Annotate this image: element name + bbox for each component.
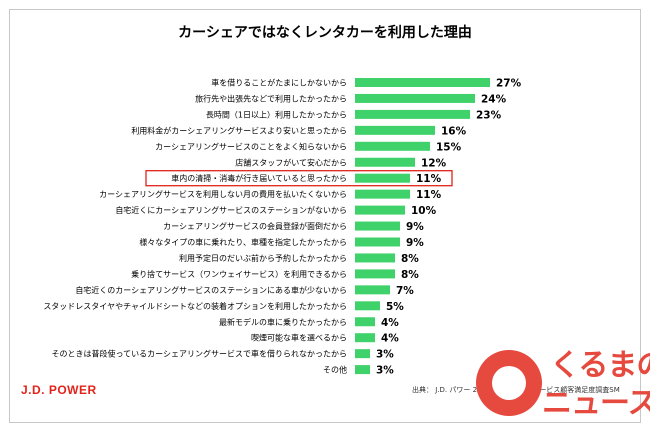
bar bbox=[355, 141, 430, 151]
bar bbox=[355, 109, 470, 119]
value-label: 23% bbox=[476, 109, 502, 121]
category-label: 様々なタイプの車に乗れたり、車種を指定したかったから bbox=[139, 237, 347, 247]
value-label: 8% bbox=[401, 269, 419, 281]
bar bbox=[355, 333, 375, 343]
category-label: 自宅近くのカーシェアリングサービスのステーションにある車が少ないから bbox=[75, 285, 347, 295]
category-label: 利用予定日のだいぶ前から予約したかったから bbox=[179, 253, 347, 263]
value-label: 8% bbox=[401, 253, 419, 265]
category-label: 旅行先や出張先などで利用したかったから bbox=[195, 93, 347, 103]
value-label: 12% bbox=[421, 157, 447, 169]
logo-ring-icon bbox=[476, 350, 542, 416]
value-label: 5% bbox=[386, 301, 404, 313]
bar bbox=[355, 221, 400, 231]
jd-power-logo: J.D. POWER bbox=[21, 383, 97, 397]
chart-title: カーシェアではなくレンタカーを利用した理由 bbox=[178, 25, 472, 41]
value-label: 4% bbox=[381, 317, 399, 329]
bar bbox=[355, 125, 435, 135]
category-label: 利用料金がカーシェアリングサービスより安いと思ったから bbox=[131, 125, 347, 135]
bar bbox=[355, 173, 410, 183]
value-label: 7% bbox=[396, 285, 414, 297]
bar bbox=[355, 365, 370, 375]
bar bbox=[355, 205, 405, 215]
bar bbox=[355, 189, 410, 199]
value-label: 10% bbox=[411, 205, 437, 217]
category-label: 車を借りることがたまにしかないから bbox=[211, 78, 347, 88]
value-label: 9% bbox=[406, 221, 424, 233]
category-label: 長時間（1日以上）利用したかったから bbox=[206, 109, 347, 119]
bar bbox=[355, 301, 380, 311]
category-label: 自宅近くにカーシェアリングサービスのステーションがないから bbox=[115, 205, 347, 215]
bar bbox=[355, 253, 395, 263]
category-label: 店舗スタッフがいて安心だから bbox=[235, 157, 347, 167]
value-label: 27% bbox=[496, 78, 522, 90]
kuruma-news-logo: くるまの ニュース bbox=[476, 340, 650, 432]
value-label: 3% bbox=[376, 365, 394, 377]
category-label: スタッドレスタイヤやチャイルドシートなどの装着オプションを利用したかったから bbox=[43, 301, 347, 311]
value-label: 9% bbox=[406, 237, 424, 249]
value-label: 11% bbox=[416, 173, 442, 185]
category-label: 乗り捨てサービス（ワンウェイサービス）を利用できるから bbox=[131, 269, 347, 279]
logo-line-1: くるまの bbox=[550, 348, 650, 383]
value-label: 15% bbox=[436, 141, 462, 153]
category-label: 車内の清掃・消毒が行き届いていると思ったから bbox=[171, 173, 347, 183]
value-label: 24% bbox=[481, 93, 507, 105]
category-label: カーシェアリングサービスのことをよく知らないから bbox=[155, 141, 347, 151]
bar bbox=[355, 269, 395, 279]
bar bbox=[355, 78, 490, 87]
value-label: 4% bbox=[381, 333, 399, 345]
bar bbox=[355, 285, 390, 295]
bar bbox=[355, 237, 400, 247]
bar bbox=[355, 93, 475, 103]
highlight-box bbox=[145, 170, 453, 187]
bar bbox=[355, 157, 415, 167]
category-label: カーシェアリングサービスの会員登録が面倒だから bbox=[163, 221, 347, 231]
value-label: 11% bbox=[416, 189, 442, 201]
category-label: 最新モデルの車に乗りたかったから bbox=[219, 317, 347, 327]
category-label: カーシェアリングサービスを利用しない月の費用を払いたくないから bbox=[99, 189, 347, 199]
category-label: そのときは普段使っているカーシェアリングサービスで車を借りられなかったから bbox=[52, 349, 347, 359]
bar bbox=[355, 349, 370, 359]
chart-frame bbox=[9, 9, 641, 423]
bar bbox=[355, 317, 375, 327]
value-label: 16% bbox=[441, 125, 467, 137]
category-label: その他 bbox=[323, 365, 347, 375]
category-label: 喫煙可能な車を選べるから bbox=[251, 333, 347, 343]
logo-line-2: ニュース bbox=[542, 386, 650, 421]
value-label: 3% bbox=[376, 349, 394, 361]
